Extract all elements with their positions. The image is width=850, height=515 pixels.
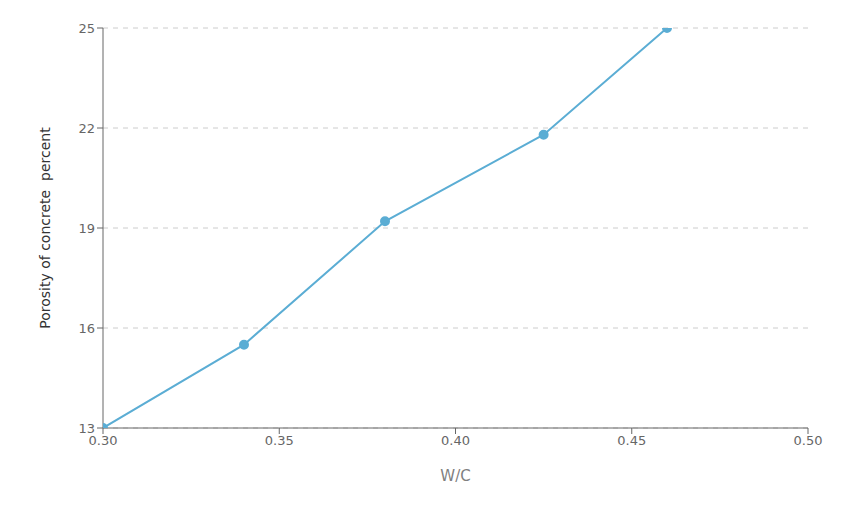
svg-text:0.40: 0.40	[441, 433, 470, 448]
svg-text:Porosity of concrete percent: Porosity of concrete percent	[37, 127, 53, 329]
svg-text:W/C: W/C	[440, 467, 470, 485]
svg-text:22: 22	[78, 121, 95, 136]
svg-text:0.45: 0.45	[617, 433, 646, 448]
svg-text:19: 19	[78, 221, 95, 236]
svg-text:0.30: 0.30	[88, 433, 118, 449]
svg-text:13: 13	[78, 421, 95, 436]
svg-text:0.35: 0.35	[265, 433, 294, 448]
svg-text:0.50: 0.50	[794, 433, 823, 448]
svg-text:16: 16	[78, 321, 95, 336]
svg-text:25: 25	[78, 21, 95, 36]
